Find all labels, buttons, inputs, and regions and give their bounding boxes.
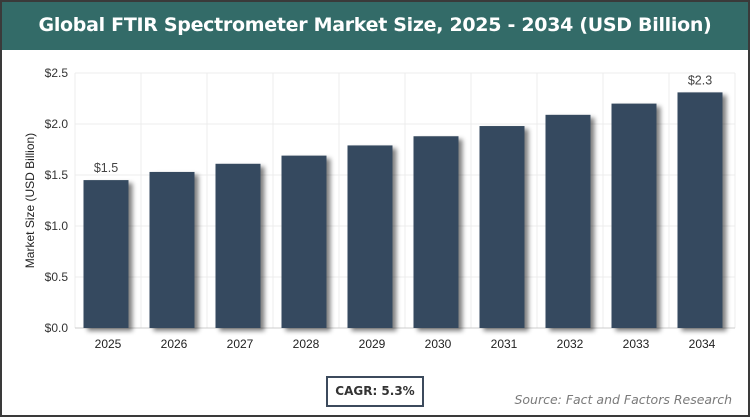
bar-2030	[413, 136, 459, 328]
x-tick-label: 2028	[293, 337, 320, 351]
x-tick-label: 2027	[227, 337, 254, 351]
bar-2028	[281, 155, 327, 328]
y-tick-label: $0.0	[45, 321, 69, 335]
bar-2033	[611, 103, 657, 328]
chart-title: Global FTIR Spectrometer Market Size, 20…	[2, 2, 748, 50]
x-tick-label: 2029	[359, 337, 386, 351]
bar-2029	[347, 145, 393, 328]
bar-2031	[479, 126, 525, 328]
x-tick-label: 2034	[689, 337, 716, 351]
x-tick-label: 2030	[425, 337, 452, 351]
data-label: $1.5	[94, 161, 118, 175]
x-tick-label: 2033	[623, 337, 650, 351]
x-tick-label: 2026	[161, 337, 188, 351]
y-tick-label: $1.0	[45, 219, 69, 233]
bar-2026	[149, 171, 195, 328]
bar-2032	[545, 114, 591, 328]
y-tick-label: $2.5	[45, 66, 69, 80]
bar-2025	[83, 180, 129, 328]
x-tick-label: 2032	[557, 337, 584, 351]
x-tick-label: 2031	[491, 337, 518, 351]
y-tick-label: $2.0	[45, 117, 69, 131]
y-tick-label: $1.5	[45, 168, 69, 182]
y-tick-label: $0.5	[45, 270, 69, 284]
x-tick-label: 2025	[95, 337, 122, 351]
bar-2034	[677, 92, 723, 328]
y-axis-title: Market Size (USD Billion)	[23, 133, 37, 268]
bar-2027	[215, 163, 261, 328]
source-note: Source: Fact and Factors Research	[514, 392, 732, 407]
data-label: $2.3	[688, 73, 712, 87]
cagr-badge: CAGR: 5.3%	[326, 376, 424, 407]
